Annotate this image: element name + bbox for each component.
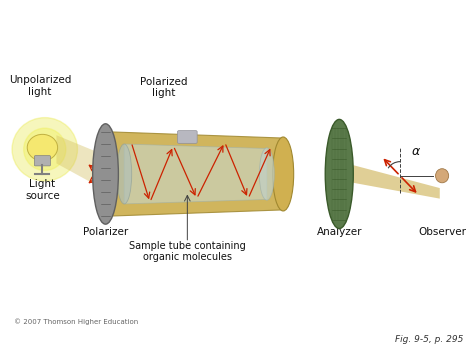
Text: Sample tube containing
organic molecules: Sample tube containing organic molecules (129, 241, 246, 262)
FancyBboxPatch shape (178, 131, 197, 143)
Text: © 2007 Thomson Higher Education: © 2007 Thomson Higher Education (14, 318, 138, 325)
Ellipse shape (24, 128, 66, 170)
Text: α: α (411, 144, 419, 158)
Text: Observer: Observer (418, 227, 466, 237)
Ellipse shape (325, 119, 353, 229)
Ellipse shape (12, 118, 77, 181)
Text: Fig. 9-5, p. 295: Fig. 9-5, p. 295 (395, 335, 463, 344)
FancyBboxPatch shape (35, 155, 50, 166)
Ellipse shape (259, 148, 274, 200)
Polygon shape (124, 144, 267, 204)
Text: Analyzer: Analyzer (317, 227, 362, 237)
Text: Unpolarized
light: Unpolarized light (9, 75, 71, 97)
Text: Light
source: Light source (25, 179, 60, 201)
Polygon shape (56, 135, 108, 192)
Text: Polarized
light: Polarized light (140, 77, 188, 98)
Ellipse shape (273, 137, 294, 211)
Ellipse shape (117, 144, 132, 204)
Polygon shape (106, 132, 283, 216)
Ellipse shape (95, 132, 116, 216)
Ellipse shape (436, 169, 449, 183)
Text: Polarizer: Polarizer (83, 227, 128, 237)
Ellipse shape (27, 134, 58, 161)
Ellipse shape (93, 124, 118, 224)
Polygon shape (353, 165, 440, 199)
